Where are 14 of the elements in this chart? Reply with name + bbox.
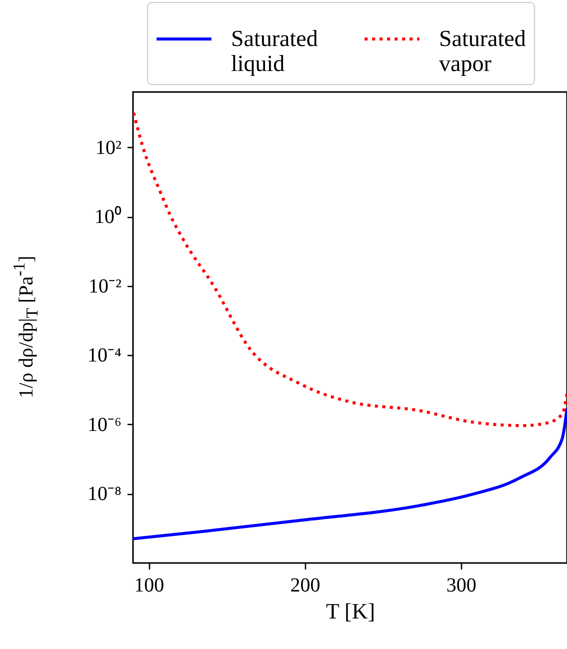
y-tick-label: 10² — [96, 136, 122, 159]
line-series — [133, 406, 567, 540]
line-series — [133, 111, 567, 428]
y-tick-label: 10⁻² — [88, 275, 122, 298]
x-tick-label: 200 — [290, 574, 320, 596]
y-tick-label: 10⁻⁶ — [88, 414, 122, 436]
x-axis-title: T [K] — [326, 598, 376, 624]
x-tick-label: 100 — [134, 574, 164, 596]
y-tick-label: 10⁻⁴ — [88, 344, 122, 367]
x-tick-label: 300 — [446, 574, 476, 596]
legend-label: Saturated liquid — [231, 26, 318, 76]
y-tick-label: 10⁻⁸ — [88, 483, 122, 506]
y-tick-label: 10⁰ — [94, 205, 122, 228]
legend-label: Saturated vapor — [439, 26, 526, 76]
